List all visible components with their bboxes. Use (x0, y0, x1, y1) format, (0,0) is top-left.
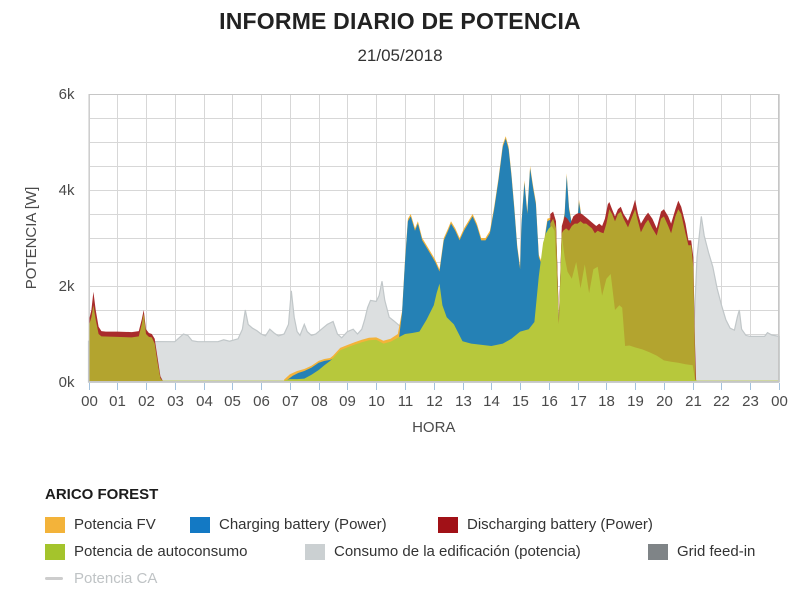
y-tick-label: 0k (59, 374, 75, 391)
legend-item-label: Consumo de la edificación (potencia) (334, 543, 581, 560)
legend-item: Consumo de la edificación (potencia) (305, 543, 648, 560)
legend-row: Potencia de autoconsumo Consumo de la edi… (45, 543, 790, 560)
power-area-chart: 00 01 02 03 04 05 06 07 08 09 10 11 12 13 14 15 16 17 18 19… (23, 86, 788, 436)
x-tick-label: 13 (455, 393, 472, 410)
y-tick-label: 2k (59, 278, 75, 295)
legend-color-swatch (305, 543, 325, 560)
legend-color-swatch (438, 516, 458, 533)
legend-row: Potencia CA (45, 570, 790, 587)
x-tick-label: 18 (598, 393, 615, 410)
legend-line-swatch (45, 577, 63, 580)
legend-row: Potencia FV Charging battery (Power) Disch… (45, 516, 790, 533)
x-tick-label: 09 (339, 393, 356, 410)
legend-color-swatch (190, 516, 210, 533)
legend-item: Potencia CA (45, 570, 157, 587)
x-tick-label: 14 (483, 393, 500, 410)
legend-item-label: Potencia de autoconsumo (74, 543, 248, 560)
selfconsumption-direct-area (161, 226, 779, 382)
x-tick-label: 19 (627, 393, 644, 410)
x-tick-label: 23 (742, 393, 759, 410)
x-tick-label: 16 (541, 393, 558, 410)
x-tick-label: 07 (282, 393, 299, 410)
legend-item-label: Charging battery (Power) (219, 516, 387, 533)
legend-item: Charging battery (Power) (190, 516, 438, 533)
y-tick-label: 4k (59, 182, 75, 199)
x-tick-label: 17 (570, 393, 587, 410)
x-tick-label: 10 (368, 393, 385, 410)
x-tick-label: 15 (512, 393, 529, 410)
x-tick-label: 20 (656, 393, 673, 410)
chart-legend: ARICO FOREST Potencia FV Charging battery… (45, 486, 790, 597)
legend-item: Potencia FV (45, 516, 190, 533)
x-tick-label: 05 (224, 393, 241, 410)
legend-item: Discharging battery (Power) (438, 516, 653, 533)
x-tick-label: 01 (109, 393, 126, 410)
legend-item: Grid feed-in (648, 543, 755, 560)
legend-item-label: Potencia CA (74, 570, 158, 587)
x-tick-label: 21 (685, 393, 702, 410)
legend-item-label: Discharging battery (Power) (467, 516, 653, 533)
x-tick-label: 04 (196, 393, 213, 410)
x-tick-label: 06 (253, 393, 270, 410)
legend-plant-name: ARICO FOREST (45, 486, 159, 503)
y-tick-label: 6k (59, 86, 75, 103)
plot-frame (88, 94, 779, 382)
legend-item-label: Potencia FV (74, 516, 156, 533)
report-date: 21/05/2018 (357, 46, 443, 65)
legend-color-swatch (648, 543, 668, 560)
x-tick-label: 02 (138, 393, 155, 410)
x-tick-label: 22 (713, 393, 730, 410)
x-tick-label: 00 (81, 393, 98, 410)
x-tick-label: 00 (771, 393, 788, 410)
selfconsumption-from-battery-area (88, 305, 163, 382)
x-tick-label: 11 (398, 393, 414, 410)
legend-color-swatch (45, 516, 65, 533)
legend-item-label: Grid feed-in (677, 543, 756, 560)
x-tick-label: 08 (311, 393, 328, 410)
legend-item: Potencia de autoconsumo (45, 543, 305, 560)
x-tick-label: 12 (426, 393, 443, 410)
legend-color-swatch (45, 543, 65, 560)
x-axis-title: HORA (412, 419, 455, 436)
x-tick-label: 03 (167, 393, 184, 410)
y-axis-title: POTENCIA [W] (23, 187, 40, 290)
report-title: INFORME DIARIO DE POTENCIA (219, 8, 581, 34)
